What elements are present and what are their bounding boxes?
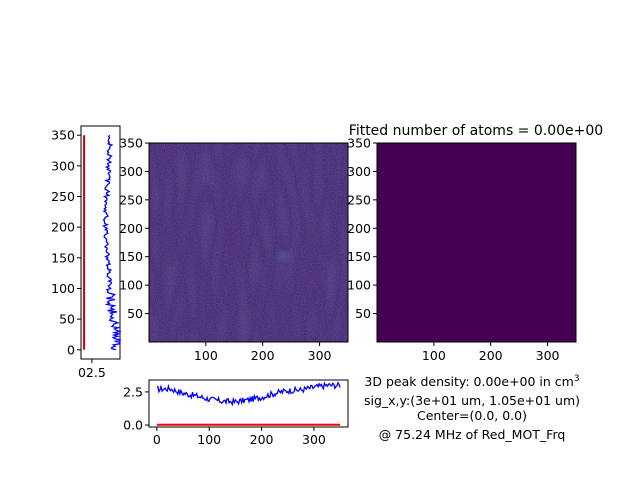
fit-image-xtick-label: 100 bbox=[422, 348, 446, 363]
density-annotation-text: 3D peak density: 0.00e+00 in cm bbox=[364, 374, 573, 389]
fit-image-fill bbox=[376, 142, 577, 343]
vertical-profile-ytick-label: 100 bbox=[51, 281, 75, 296]
fit-image-xtick-label: 200 bbox=[479, 348, 503, 363]
raw-image-frame bbox=[148, 142, 349, 343]
vertical-profile-ytick-label: 200 bbox=[51, 220, 75, 235]
raw-image-ytick-label: 50 bbox=[127, 306, 143, 321]
horizontal-profile-xtick-label: 0 bbox=[153, 432, 161, 447]
fit-image-ytick-label: 50 bbox=[355, 306, 371, 321]
horizontal-profile-xtick-label: 100 bbox=[197, 432, 221, 447]
horizontal-profile-panel: 0 100 200 300 0.0 2.5 bbox=[123, 379, 349, 447]
vertical-profile-ytick-label: 300 bbox=[51, 158, 75, 173]
fit-image-ytick-label: 350 bbox=[347, 136, 371, 151]
raw-image-fringes bbox=[149, 143, 348, 342]
raw-image-xtick-label: 200 bbox=[251, 348, 275, 363]
horizontal-profile-xtick-label: 200 bbox=[250, 432, 274, 447]
fit-image-ytick-label: 250 bbox=[347, 192, 371, 207]
raw-image-ytick-label: 300 bbox=[119, 164, 143, 179]
horizontal-profile-ytick-label: 2.5 bbox=[123, 384, 143, 399]
fit-image-xtick-label: 300 bbox=[536, 348, 560, 363]
horizontal-profile-frame bbox=[148, 379, 349, 428]
vertical-profile-ytick-label: 250 bbox=[51, 189, 75, 204]
density-annotation: 3D peak density: 0.00e+00 in cm3 bbox=[364, 374, 579, 389]
density-annotation-exponent: 3 bbox=[574, 374, 580, 384]
vertical-profile-series-0 bbox=[102, 134, 122, 351]
horizontal-profile-series-0 bbox=[156, 381, 341, 407]
vertical-profile-plot: 02.50 50 100 150 200 250 300 350 bbox=[51, 128, 122, 380]
raw-image-panel: 100 200 300 50 100 150 200 250 300 350 bbox=[119, 136, 349, 364]
vertical-profile-ytick-label: 50 bbox=[59, 312, 75, 327]
fit-image-ytick-label: 200 bbox=[347, 221, 371, 236]
fit-image-ytick-label: 150 bbox=[347, 249, 371, 264]
fit-image-ticks: 100 200 300 50 100 150 200 250 300 350 bbox=[347, 136, 559, 364]
sigma-annotation: sig_x,y:(3e+01 um, 1.05e+01 um) bbox=[364, 393, 580, 408]
raw-image-ytick-label: 200 bbox=[119, 221, 143, 236]
fit-annotations: 3D peak density: 0.00e+00 in cm3 sig_x,y… bbox=[364, 374, 580, 442]
fit-title: Fitted number of atoms = 0.00e+00 bbox=[349, 123, 603, 139]
vertical-profile-xtick-label: 02.5 bbox=[78, 365, 106, 380]
raw-image-atom-spot bbox=[274, 248, 294, 264]
vertical-profile-ytick-label: 150 bbox=[51, 250, 75, 265]
raw-image-ytick-label: 250 bbox=[119, 192, 143, 207]
vertical-profile-panel: 02.50 50 100 150 200 250 300 350 bbox=[51, 125, 122, 380]
raw-image-xtick-label: 100 bbox=[194, 348, 218, 363]
vertical-profile-frame bbox=[80, 125, 121, 360]
raw-image-ytick-label: 150 bbox=[119, 249, 143, 264]
vertical-profile-ytick-label: 350 bbox=[51, 128, 75, 143]
raw-image-ticks: 100 200 300 50 100 150 200 250 300 350 bbox=[119, 136, 331, 364]
raw-image-ytick-label: 100 bbox=[119, 278, 143, 293]
horizontal-profile-xtick-label: 300 bbox=[302, 432, 326, 447]
fit-image-ytick-label: 300 bbox=[347, 164, 371, 179]
horizontal-profile-plot: 0 100 200 300 0.0 2.5 bbox=[123, 381, 341, 447]
raw-image-ytick-label: 350 bbox=[119, 136, 143, 151]
fit-image-ytick-label: 100 bbox=[347, 278, 371, 293]
raw-image-xtick-label: 300 bbox=[308, 348, 332, 363]
center-annotation: Center=(0.0, 0.0) bbox=[417, 408, 527, 423]
horizontal-profile-ytick-label: 0.0 bbox=[123, 418, 143, 433]
vertical-profile-ytick-label: 0 bbox=[67, 342, 75, 357]
fit-image-panel: 100 200 300 50 100 150 200 250 300 350 bbox=[347, 136, 577, 364]
frequency-annotation: @ 75.24 MHz of Red_MOT_Frq bbox=[379, 427, 566, 442]
